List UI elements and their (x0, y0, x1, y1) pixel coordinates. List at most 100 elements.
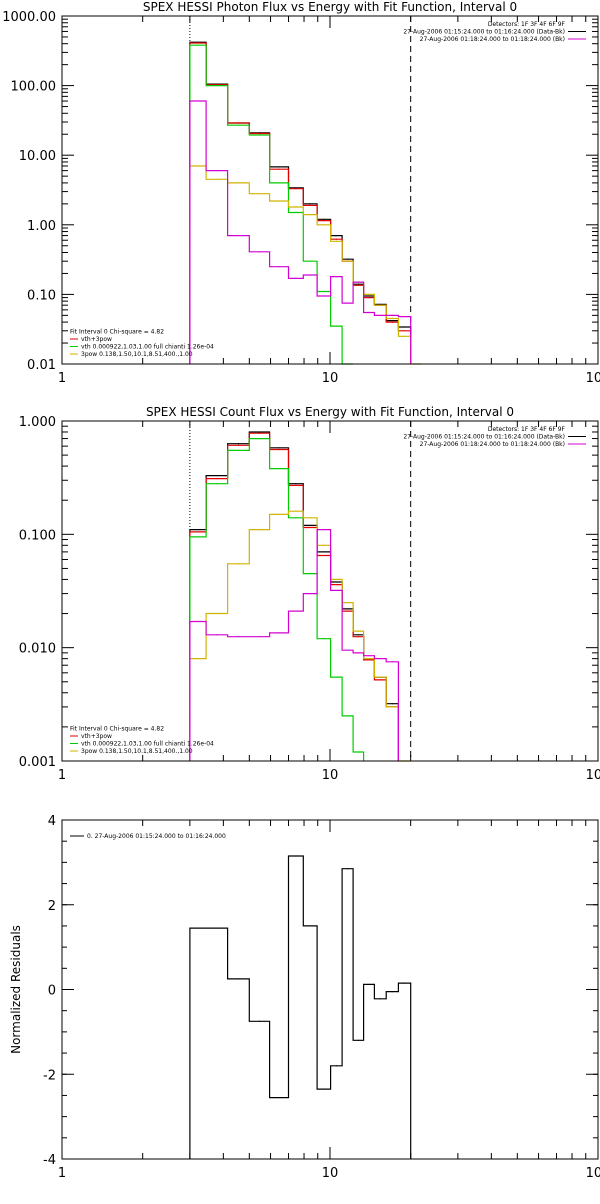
y-tick-label: 2 (48, 899, 56, 914)
y-tick-label: 10.00 (19, 149, 56, 164)
data-point (379, 658, 381, 660)
data-point (237, 449, 240, 452)
data-point (368, 295, 370, 297)
data-point (335, 676, 337, 678)
series-line (189, 529, 399, 761)
x-tick-label: 10 (322, 371, 339, 386)
y-tick-label: 0.010 (19, 642, 56, 657)
data-point (197, 44, 199, 46)
series-3 (189, 437, 365, 761)
series-line (189, 510, 411, 762)
data-point (309, 592, 311, 595)
data-point (379, 676, 381, 678)
data-point (379, 679, 381, 681)
legend-text: vth+3pow (81, 336, 112, 343)
data-point (309, 214, 311, 216)
data-point (295, 211, 297, 214)
panel-1: SPEX HESSI Photon Flux vs Energy with Fi… (2, 0, 600, 386)
series-5 (189, 100, 412, 364)
data-point (278, 447, 280, 449)
data-point (347, 649, 349, 651)
data-point (368, 293, 370, 295)
data-point (391, 317, 393, 320)
data-point (357, 751, 359, 753)
data-point (323, 544, 325, 546)
data-point (309, 204, 311, 206)
legend-text: vth 0.000922,1.03,1.00 full chianti 1.26… (81, 344, 214, 351)
data-point (347, 608, 349, 610)
data-point (368, 659, 370, 661)
data-point (368, 311, 370, 314)
y-tick-label: 0.001 (19, 755, 56, 770)
series-1 (189, 855, 412, 1159)
legend-text: vth+3pow (81, 733, 112, 740)
data-point (309, 203, 311, 205)
series-5 (189, 529, 399, 761)
data-point (323, 218, 325, 220)
data-point (295, 277, 297, 279)
data-point (278, 448, 280, 451)
data-point (357, 652, 359, 654)
ticks (61, 819, 599, 1160)
legend-text: vth 0.000922,1.03,1.00 full chianti 1.26… (81, 741, 214, 748)
data-point (258, 251, 261, 253)
data-point (323, 295, 325, 297)
data-point (391, 661, 393, 663)
x-tick-label: 10 (322, 1166, 339, 1181)
data-point (216, 170, 218, 172)
data-point (335, 240, 337, 242)
y-tick-label: -4 (43, 1153, 56, 1168)
data-point (237, 124, 240, 126)
chart-title: SPEX HESSI Count Flux vs Energy with Fit… (146, 405, 514, 419)
data-point (347, 302, 349, 304)
data-point (357, 284, 359, 286)
legend-text: 27-Aug-2006 01:18:24.000 to 01:18:24.000… (420, 36, 565, 43)
legend-text: 3pow 0.138,1.50,10.1,8.51,400.,1.00 (81, 351, 193, 358)
data-point (295, 610, 297, 612)
y-tick-label: 1000.00 (2, 10, 56, 25)
y-tick-label: 0 (48, 984, 56, 999)
data-point (197, 658, 199, 660)
data-point (335, 325, 337, 327)
data-point (278, 1096, 280, 1099)
legend-text: Detectors: 1F 3F 4F 6F 9F (488, 21, 566, 28)
series-line (189, 431, 399, 761)
data-point (216, 178, 218, 180)
data-point (309, 925, 311, 927)
data-point (323, 1088, 325, 1090)
data-point (309, 573, 311, 575)
data-point (258, 432, 261, 434)
data-point (278, 266, 280, 268)
data-point (357, 630, 359, 632)
data-point (357, 281, 359, 283)
data-point (197, 531, 199, 533)
x-tick-label: 1 (58, 1166, 66, 1181)
data-point (197, 536, 199, 538)
series-4 (189, 165, 422, 365)
y-tick-label: -2 (43, 1068, 56, 1083)
panel-3: Normalized Residuals 1 10 100 -4 -2 0 2 4 0. 27-A… (9, 814, 600, 1181)
y-tick-label: 0.100 (19, 528, 56, 543)
data-point (403, 335, 406, 337)
series-line (189, 100, 412, 364)
data-point (368, 655, 370, 657)
data-point (379, 304, 381, 306)
data-point (278, 513, 280, 515)
data-point (197, 927, 199, 929)
plot-frame (61, 15, 599, 365)
data-point (197, 529, 199, 531)
data-point (357, 1039, 359, 1041)
data-point (368, 983, 370, 986)
data-point (335, 1065, 337, 1067)
legend-text: 3pow 0.138,1.50,10.1,8.51,400.,1.00 (81, 748, 193, 755)
data-point (237, 234, 240, 237)
data-point (323, 290, 325, 293)
data-point (258, 636, 261, 638)
data-point (347, 610, 349, 612)
data-point (237, 444, 240, 446)
data-point (335, 584, 337, 586)
data-point (323, 224, 325, 226)
data-point (309, 526, 311, 529)
data-point (197, 620, 199, 623)
